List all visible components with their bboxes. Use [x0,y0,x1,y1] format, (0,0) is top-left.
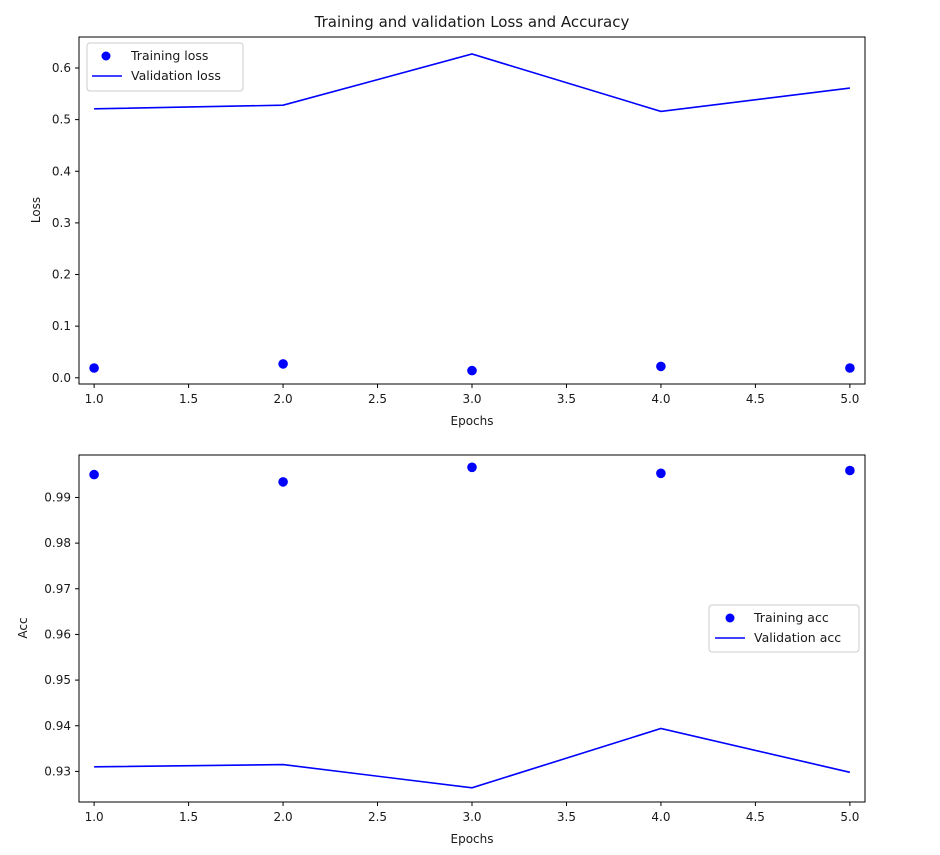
loss-y-tick-label: 0.5 [52,113,71,127]
acc-x-ticks: 1.0 1.5 2.0 2.5 3.0 3.5 4.0 4.5 5.0 [85,802,859,824]
acc-training-point [845,465,855,476]
loss-x-tick-label: 2.5 [368,392,387,406]
acc-x-tick-label: 4.0 [651,810,670,824]
acc-y-ticks: 0.93 0.94 0.95 0.96 0.97 0.98 0.99 [44,490,79,778]
loss-x-tick-label: 1.5 [179,392,198,406]
loss-y-tick-label: 0.0 [52,371,71,385]
acc-training-point [467,462,477,473]
loss-x-ticks: 1.0 1.5 2.0 2.5 3.0 3.5 4.0 4.5 5.0 [85,384,859,406]
loss-y-tick-label: 0.2 [52,268,71,282]
loss-y-tick-label: 0.1 [52,319,71,333]
acc-y-axis-label: Acc [16,617,30,638]
acc-x-tick-label: 5.0 [840,810,859,824]
acc-x-tick-label: 1.0 [85,810,104,824]
acc-x-axis-label: Epochs [451,832,494,846]
acc-validation-line [94,727,851,789]
acc-x-tick-label: 3.0 [462,810,481,824]
acc-y-tick-label: 0.93 [44,764,71,778]
acc-x-tick-label: 2.0 [274,810,293,824]
loss-legend: Training loss Validation loss [86,42,244,92]
loss-lines [94,53,850,113]
acc-y-tick-label: 0.99 [44,490,71,504]
acc-legend-box [708,604,860,653]
loss-x-tick-label: 3.0 [462,392,481,406]
loss-training-point [656,361,666,372]
loss-x-tick-label: 3.5 [557,392,576,406]
loss-training-point [89,363,99,373]
accuracy-chart: 1.0 1.5 2.0 2.5 3.0 3.5 4.0 4.5 5.0 0.93 0.94 0.95… [16,454,866,846]
loss-training-point [278,359,288,369]
loss-training-point [845,363,855,373]
loss-legend-marker-training [101,51,111,61]
loss-x-tick-label: 2.0 [274,392,293,406]
acc-y-tick-label: 0.96 [44,627,71,641]
acc-training-point [89,469,99,480]
acc-x-tick-label: 4.5 [746,810,765,824]
acc-points [89,462,855,487]
acc-training-point [656,468,666,479]
acc-y-tick-label: 0.95 [44,673,71,687]
loss-x-axis-label: Epochs [451,414,494,428]
loss-x-tick-label: 4.5 [746,392,765,406]
loss-y-tick-label: 0.6 [52,61,71,75]
loss-x-tick-label: 4.0 [651,392,670,406]
loss-y-ticks: 0.0 0.1 0.2 0.3 0.4 0.5 0.6 [52,61,79,385]
acc-legend-label-validation: Validation acc [754,630,841,645]
acc-legend-marker-training [725,613,735,623]
acc-y-tick-label: 0.97 [44,582,71,596]
loss-y-tick-label: 0.4 [52,164,71,178]
acc-x-tick-label: 3.5 [557,810,576,824]
acc-y-tick-label: 0.98 [44,536,71,550]
loss-training-point [467,365,477,376]
loss-validation-line [94,53,850,113]
loss-x-tick-label: 5.0 [840,392,859,406]
figure-title: Training and validation Loss and Accurac… [314,13,630,31]
acc-lines [94,727,851,789]
acc-x-tick-label: 1.5 [179,810,198,824]
loss-x-tick-label: 1.0 [85,392,104,406]
loss-legend-label-validation: Validation loss [131,68,221,83]
loss-points [89,359,855,376]
acc-training-point [278,477,288,487]
acc-x-tick-label: 2.5 [368,810,387,824]
loss-y-tick-label: 0.3 [52,216,71,230]
acc-legend-label-training: Training acc [753,610,829,625]
acc-legend: Training acc Validation acc [708,604,860,653]
loss-y-axis-label: Loss [29,197,43,223]
acc-y-tick-label: 0.94 [44,719,71,733]
loss-chart: 1.0 1.5 2.0 2.5 3.0 3.5 4.0 4.5 5.0 0.0 0.1 0.2 0.3… [29,36,866,428]
loss-legend-label-training: Training loss [130,48,208,63]
loss-legend-box [86,42,244,92]
